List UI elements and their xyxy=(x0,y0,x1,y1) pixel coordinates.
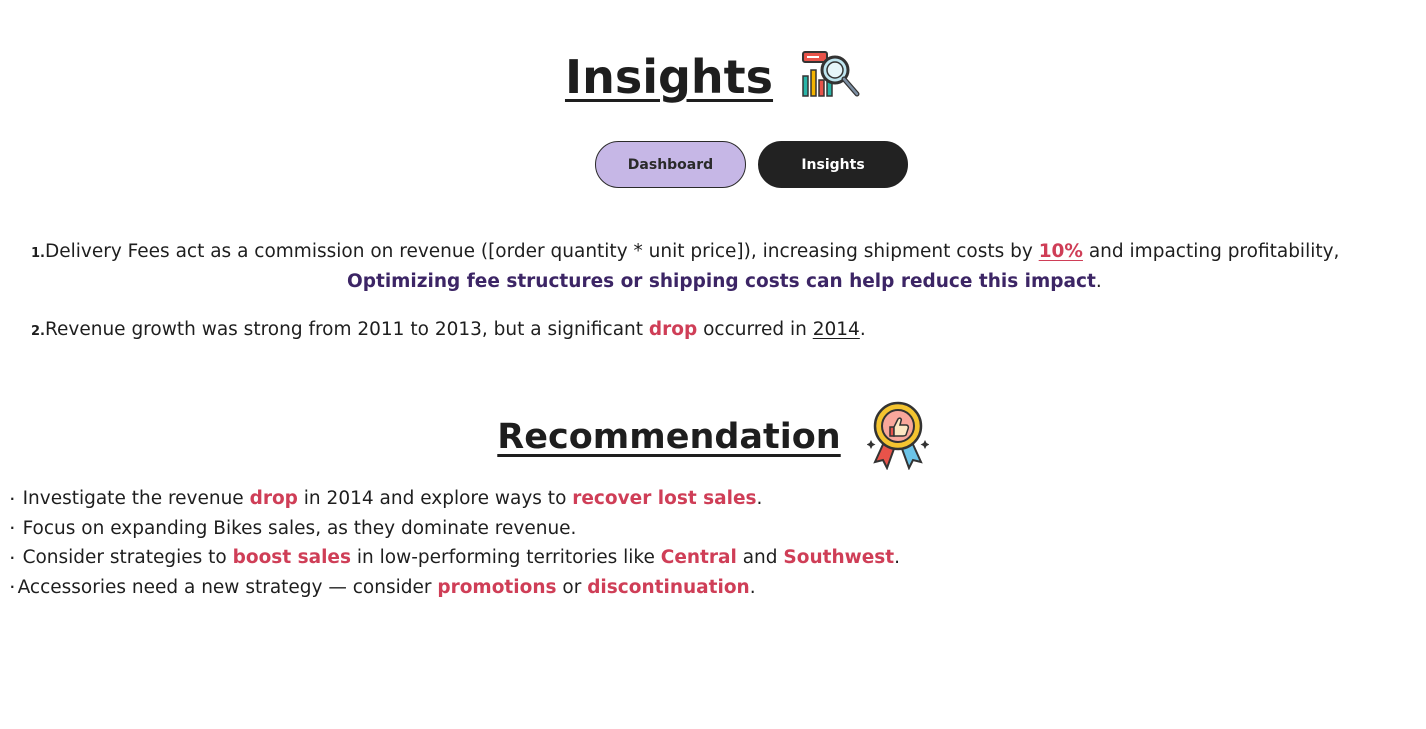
text-segment: 2014 xyxy=(326,488,374,510)
text-segment: drop xyxy=(648,319,698,340)
text-segment: Central xyxy=(660,547,737,569)
text-segment: , but a significant xyxy=(481,319,649,340)
text-segment: . xyxy=(859,319,866,340)
text-segment: to xyxy=(404,319,435,340)
text-segment: Southwest xyxy=(783,547,895,569)
text-segment: growth was strong from xyxy=(125,319,358,340)
text-segment: occurred in xyxy=(697,319,813,340)
text-segment: dominate xyxy=(401,517,489,539)
recommendation-text: Consider strategies to boost sales in lo… xyxy=(23,547,900,568)
recommendation-text: Accessories need a new strategy — consid… xyxy=(18,577,756,598)
text-segment: recover lost sales xyxy=(572,488,757,510)
insight-1-line-1: 1.Delivery Fees act as a commission on r… xyxy=(31,241,1339,262)
text-segment: Delivery xyxy=(44,241,122,262)
insight-1-recommendation: Optimizing fee structures or shipping co… xyxy=(347,271,1102,292)
list-item: · Investigate the revenue drop in 2014 an… xyxy=(10,484,900,514)
text-segment: in xyxy=(351,547,380,569)
text-segment: on expanding xyxy=(75,517,214,539)
text-segment: revenue. xyxy=(488,517,577,539)
text-segment: . xyxy=(749,576,756,598)
text-segment: and explore ways to xyxy=(373,488,573,510)
text-segment: Optimizing fee structures or shipping co… xyxy=(347,271,1096,292)
text-segment: 2013 xyxy=(434,319,482,340)
text-segment: discontinuation xyxy=(587,576,750,598)
thumbs-up-badge-icon xyxy=(866,400,930,474)
text-segment: . xyxy=(1095,271,1102,292)
text-segment: Focus xyxy=(22,517,76,539)
text-segment: . xyxy=(756,488,763,510)
insight-number: 1. xyxy=(31,246,45,261)
text-segment: need a xyxy=(125,576,202,598)
text-segment: the revenue xyxy=(125,488,250,510)
text-segment: , as they xyxy=(315,517,401,539)
insight-1-line-2: Optimizing fee structures or shipping co… xyxy=(347,271,1102,292)
text-segment: Revenue xyxy=(44,319,126,340)
text-segment: drop xyxy=(249,488,298,510)
dashboard-button[interactable]: Dashboard xyxy=(595,141,746,188)
list-item: · Focus on expanding Bikes sales, as they… xyxy=(10,514,900,544)
recommendation-text: Investigate the revenue drop in 2014 and… xyxy=(23,488,763,509)
bullet-icon: · xyxy=(10,491,15,506)
insight-2-line: 2.Revenue growth was strong from 2011 to… xyxy=(31,319,866,340)
text-segment: . xyxy=(894,547,901,569)
text-segment: low-performing territories xyxy=(379,547,618,569)
text-segment: 10% xyxy=(1038,241,1083,262)
text-segment: to xyxy=(202,547,233,569)
insight-1-text: Delivery Fees act as a commission on rev… xyxy=(45,241,1339,262)
text-segment: on revenue ([order quantity * unit price… xyxy=(364,241,1039,262)
text-segment: new strategy xyxy=(201,576,323,598)
text-segment: commission xyxy=(254,241,365,262)
section-title: Recommendation xyxy=(497,417,841,457)
chart-magnifier-icon xyxy=(799,48,861,106)
bullet-icon: · xyxy=(10,550,15,565)
insight-2-text: Revenue growth was strong from 2011 to 2… xyxy=(45,319,866,340)
insight-number: 2. xyxy=(31,324,45,339)
list-item: · Accessories need a new strategy — consi… xyxy=(10,573,900,603)
insights-header: Insights xyxy=(0,48,1426,106)
bullet-icon: · xyxy=(10,521,15,536)
text-segment: promotions xyxy=(437,576,557,598)
text-segment: — consider xyxy=(322,576,438,598)
text-segment: Consider strategies xyxy=(22,547,203,569)
text-segment: or xyxy=(556,576,588,598)
bullet-icon: · xyxy=(10,580,15,595)
text-segment: and xyxy=(736,547,784,569)
page-title: Insights xyxy=(564,50,774,104)
text-segment: boost sales xyxy=(232,547,351,569)
text-segment: Accessories xyxy=(17,576,126,598)
page-nav: Dashboard Insights xyxy=(595,141,908,188)
text-segment: Fees act as a xyxy=(121,241,255,262)
insights-button[interactable]: Insights xyxy=(758,141,908,188)
list-item: · Consider strategies to boost sales in l… xyxy=(10,543,900,573)
text-segment: 2014 xyxy=(812,319,860,340)
text-segment: in xyxy=(297,488,327,510)
text-segment: like xyxy=(617,547,661,569)
recommendation-list: · Investigate the revenue drop in 2014 an… xyxy=(10,484,900,602)
recommendation-text: Focus on expanding Bikes sales, as they … xyxy=(23,518,577,539)
recommendation-header: Recommendation xyxy=(0,400,1426,474)
text-segment: Bikes sales xyxy=(213,517,316,539)
text-segment: 2011 xyxy=(357,319,405,340)
text-segment: and impacting profitability, xyxy=(1082,241,1340,262)
text-segment: Investigate xyxy=(22,488,126,510)
